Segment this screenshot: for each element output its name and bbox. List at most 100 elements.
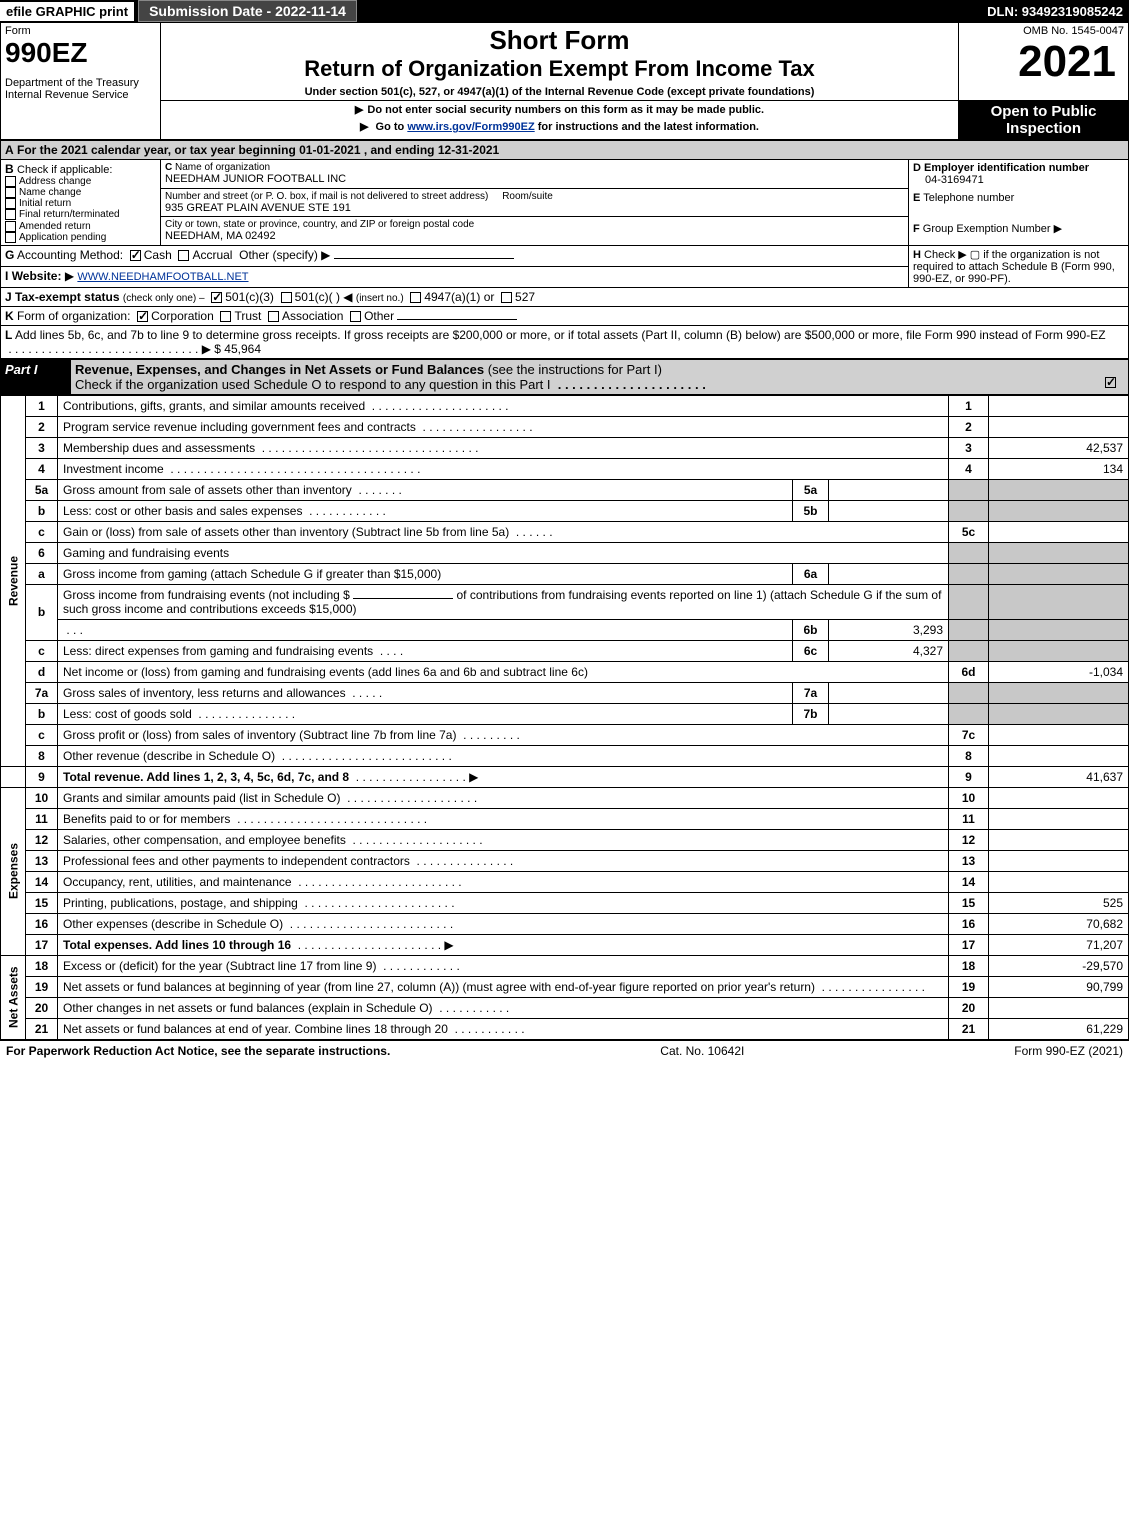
line-5a-text: Gross amount from sale of assets other t…	[63, 483, 352, 497]
shade-7a-v	[989, 682, 1129, 703]
city-label: City or town, state or province, country…	[165, 219, 904, 230]
line-16-num: 16	[26, 913, 58, 934]
line-10-text: Grants and similar amounts paid (list in…	[63, 791, 340, 805]
checkbox-527[interactable]	[501, 292, 512, 303]
form-word: Form	[5, 25, 156, 37]
opt-trust: Trust	[234, 309, 261, 323]
line-19-ref: 19	[949, 976, 989, 997]
part1-title: Revenue, Expenses, and Changes in Net As…	[75, 362, 484, 377]
line-7b-num: b	[26, 703, 58, 724]
d-label: Employer identification number	[924, 162, 1089, 174]
line-4-text: Investment income	[63, 462, 164, 476]
checkbox-final-return[interactable]	[5, 209, 16, 220]
irs-link[interactable]: www.irs.gov/Form990EZ	[407, 121, 534, 133]
line-6c-text: Less: direct expenses from gaming and fu…	[63, 644, 373, 658]
shade-7a	[949, 682, 989, 703]
top-bar: efile GRAPHIC print Submission Date - 20…	[0, 0, 1129, 22]
line-10-ref: 10	[949, 787, 989, 808]
line-7c-text: Gross profit or (loss) from sales of inv…	[63, 728, 456, 742]
line-7c-val	[989, 724, 1129, 745]
checkbox-501c[interactable]	[281, 292, 292, 303]
line-9-val: 41,637	[989, 766, 1129, 787]
line-11-text: Benefits paid to or for members	[63, 812, 230, 826]
revenue-section: Revenue	[1, 395, 26, 766]
checkbox-assoc[interactable]	[268, 311, 279, 322]
fundraising-amount-input[interactable]	[353, 598, 453, 599]
shade-5a	[949, 479, 989, 500]
shade-7b	[949, 703, 989, 724]
opt-501c: 501(c)( )	[295, 290, 340, 304]
line-20-text: Other changes in net assets or fund bala…	[63, 1001, 433, 1015]
line-13-ref: 13	[949, 850, 989, 871]
checkbox-trust[interactable]	[220, 311, 231, 322]
ssn-warning: Do not enter social security numbers on …	[165, 103, 954, 116]
opt-final-return: Final return/terminated	[19, 210, 120, 221]
f-label: Group Exemption Number	[923, 223, 1051, 235]
line-5c-val	[989, 521, 1129, 542]
shade-6a	[949, 563, 989, 584]
line-7b-text: Less: cost of goods sold	[63, 707, 192, 721]
line-5c-text: Gain or (loss) from sale of assets other…	[63, 525, 509, 539]
line-5c-ref: 5c	[949, 521, 989, 542]
checkbox-name-change[interactable]	[5, 187, 16, 198]
line-20-num: 20	[26, 997, 58, 1018]
line-9-ref: 9	[949, 766, 989, 787]
l-value: $ 45,964	[214, 342, 261, 356]
website-link[interactable]: WWW.NEEDHAMFOOTBALL.NET	[77, 271, 248, 283]
part1-check: Check if the organization used Schedule …	[75, 377, 551, 392]
checkbox-pending[interactable]	[5, 232, 16, 243]
shade-6-v	[989, 542, 1129, 563]
line-16-ref: 16	[949, 913, 989, 934]
line-6a-iref: 6a	[793, 563, 829, 584]
line-13-val	[989, 850, 1129, 871]
checkbox-accrual[interactable]	[178, 250, 189, 261]
line-13-num: 13	[26, 850, 58, 871]
checkbox-4947[interactable]	[410, 292, 421, 303]
line-6d-val: -1,034	[989, 661, 1129, 682]
netassets-section: Net Assets	[1, 955, 26, 1039]
other-org-input[interactable]	[397, 319, 517, 320]
header-table: Form 990EZ Department of the Treasury In…	[0, 22, 1129, 140]
line-5b-ival	[829, 500, 949, 521]
shade-7b-v	[989, 703, 1129, 724]
other-specify-input[interactable]	[334, 258, 514, 259]
e-label: Telephone number	[923, 192, 1014, 204]
checkbox-address-change[interactable]	[5, 176, 16, 187]
l-text: Add lines 5b, 6c, and 7b to line 9 to de…	[15, 328, 1106, 342]
line-5c-num: c	[26, 521, 58, 542]
shade-5b	[949, 500, 989, 521]
line-18-text: Excess or (deficit) for the year (Subtra…	[63, 959, 376, 973]
opt-initial-return: Initial return	[19, 198, 71, 209]
line-11-num: 11	[26, 808, 58, 829]
insert-no: (insert no.)	[356, 293, 404, 304]
short-form-title: Short Form	[165, 25, 954, 56]
main-title: Return of Organization Exempt From Incom…	[165, 56, 954, 82]
shade-6b1-v	[989, 584, 1129, 619]
line-7a-ival	[829, 682, 949, 703]
line-11-ref: 11	[949, 808, 989, 829]
checkbox-501c3[interactable]	[211, 292, 222, 303]
checkbox-initial-return[interactable]	[5, 198, 16, 209]
opt-corp: Corporation	[151, 309, 214, 323]
line-21-ref: 21	[949, 1018, 989, 1039]
line-19-text: Net assets or fund balances at beginning…	[63, 980, 815, 994]
line-7c-num: c	[26, 724, 58, 745]
shade-5a-v	[989, 479, 1129, 500]
line-3-val: 42,537	[989, 437, 1129, 458]
checkbox-schedule-o[interactable]	[1105, 377, 1116, 388]
line-15-ref: 15	[949, 892, 989, 913]
line-2-text: Program service revenue including govern…	[63, 420, 416, 434]
dept-label: Department of the Treasury	[5, 77, 156, 89]
line-8-val	[989, 745, 1129, 766]
checkbox-cash[interactable]	[130, 250, 141, 261]
checkbox-amended[interactable]	[5, 221, 16, 232]
opt-4947: 4947(a)(1) or	[424, 290, 494, 304]
c-name-label: Name of organization	[175, 162, 270, 173]
checkbox-corp[interactable]	[137, 311, 148, 322]
part1-sub: (see the instructions for Part I)	[488, 362, 662, 377]
part1-header: Part I Revenue, Expenses, and Changes in…	[0, 359, 1129, 395]
line-12-text: Salaries, other compensation, and employ…	[63, 833, 346, 847]
irs-label: Internal Revenue Service	[5, 89, 156, 101]
line-1-text: Contributions, gifts, grants, and simila…	[63, 399, 365, 413]
checkbox-other-org[interactable]	[350, 311, 361, 322]
